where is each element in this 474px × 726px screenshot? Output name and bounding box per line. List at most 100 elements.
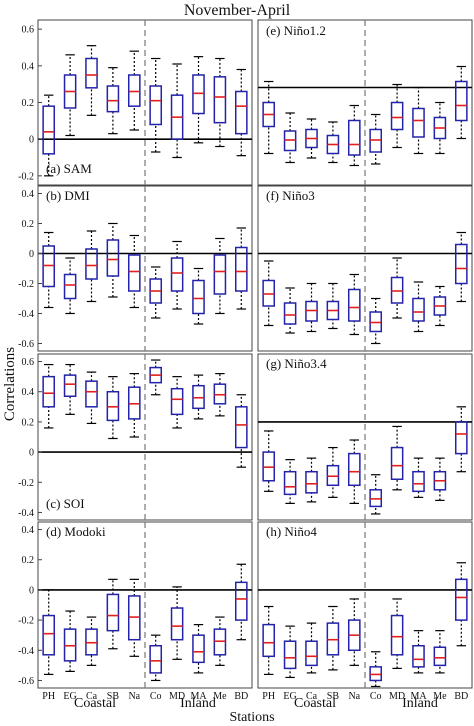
iqr-box [234, 90, 248, 135]
iqr-box [305, 470, 318, 494]
box-bd [234, 563, 248, 641]
x-tick-label: MD [169, 691, 185, 702]
panel-label: (h) Niño4 [266, 524, 317, 539]
y-tick-label: 0.2 [22, 555, 35, 566]
panel-label: (b) DMI [46, 188, 90, 203]
y-tick-label: 0 [29, 135, 34, 146]
box-me [213, 237, 227, 315]
panel-h-ni-o4: (h) Niño4 PH EG Ca SB Na Co MD MA Me BD [257, 521, 473, 702]
box-ca [85, 616, 98, 666]
box-ph [262, 430, 276, 492]
box-sb [106, 222, 120, 298]
box-eg [283, 459, 297, 504]
x-tick-label: PH [42, 691, 55, 702]
group-label-inland-left: Inland [180, 696, 216, 711]
panel-c-soi: -0.4 -0.2 0 0.2 0.4 0.6 (c) SOI [18, 353, 253, 521]
y-tick-label: -0.2 [18, 171, 34, 182]
box-ma [412, 86, 425, 155]
iqr-box [262, 623, 276, 658]
iqr-box [454, 243, 468, 285]
box-ph [42, 363, 56, 429]
box-me [213, 616, 227, 666]
x-tick-label: MA [190, 691, 207, 702]
iqr-box [305, 640, 318, 667]
box-sb [326, 282, 340, 330]
box-sb [106, 67, 120, 135]
box-na [127, 50, 141, 131]
panel-label: (a) SAM [46, 161, 92, 176]
x-tick-label: Co [370, 691, 382, 702]
box-eg [283, 112, 297, 164]
y-tick-label: 0.4 [22, 387, 35, 398]
iqr-box [42, 614, 56, 656]
iqr-box [106, 85, 120, 113]
box-ph [262, 605, 276, 676]
iqr-box [347, 119, 361, 156]
y-tick-label: 0.4 [22, 61, 35, 72]
iqr-box [283, 640, 297, 670]
iqr-box [192, 279, 205, 315]
iqr-box [390, 101, 404, 131]
y-tick-label: -0.6 [18, 676, 34, 687]
iqr-box [454, 578, 468, 621]
box-eg [63, 257, 77, 315]
iqr-box [234, 581, 248, 621]
box-bd [454, 65, 468, 140]
box-ma [192, 624, 205, 674]
box-md [170, 240, 184, 310]
iqr-box [170, 257, 184, 292]
box-ph [262, 260, 276, 327]
box-sb [326, 446, 340, 498]
panel-label: (f) Niño3 [266, 188, 315, 203]
panel-e-ni-o1-2: (e) Niño1.2 [257, 19, 473, 186]
x-axis-label: Stations [229, 710, 274, 725]
box-bd [454, 231, 468, 303]
panel-label: (c) SOI [46, 496, 85, 511]
x-tick-label: Ca [86, 691, 98, 702]
box-md [390, 425, 404, 491]
iqr-box [192, 74, 205, 115]
box-na [127, 234, 141, 309]
iqr-box [192, 634, 205, 664]
y-tick-label: 0.4 [22, 525, 35, 536]
x-tick-label: MD [389, 691, 405, 702]
box-ma [412, 281, 425, 333]
x-tick-label: Me [433, 691, 447, 702]
box-na [127, 578, 141, 657]
box-md [170, 586, 184, 660]
panel-a-sam: -0.2 0 0.2 0.4 0.6 (a) SAM [18, 19, 253, 186]
group-label-coastal-left: Coastal [74, 696, 116, 711]
box-md [390, 83, 404, 149]
iqr-box [347, 288, 361, 322]
y-tick-label: 0 [29, 249, 34, 260]
box-ma [192, 56, 205, 144]
figure-title: November-April [184, 2, 291, 19]
x-tick-label: PH [262, 691, 275, 702]
iqr-box [412, 297, 425, 322]
iqr-box [106, 239, 120, 277]
x-tick-label: Co [150, 691, 162, 702]
box-co [149, 57, 163, 153]
box-ca [85, 371, 98, 425]
box-md [170, 63, 184, 159]
y-tick-label: -0.2 [18, 279, 34, 290]
y-tick-label: -0.4 [18, 646, 34, 657]
box-md [390, 257, 404, 319]
x-tick-label: Na [128, 691, 140, 702]
box-bd [234, 227, 248, 310]
box-me [433, 101, 447, 155]
iqr-box [412, 644, 425, 668]
x-tick-label: Me [213, 691, 227, 702]
iqr-box [347, 452, 361, 487]
box-ma [192, 374, 205, 420]
y-tick-label: 0.2 [22, 98, 35, 109]
iqr-box [127, 74, 141, 107]
iqr-box [454, 80, 468, 122]
iqr-box [170, 607, 184, 641]
x-tick-label: Na [348, 691, 360, 702]
iqr-box [283, 302, 297, 325]
box-me [433, 285, 447, 327]
panel-b-dmi: -0.6 -0.4 -0.2 0 0.2 0.4 (b) DMI [18, 185, 253, 352]
iqr-box [85, 248, 98, 280]
